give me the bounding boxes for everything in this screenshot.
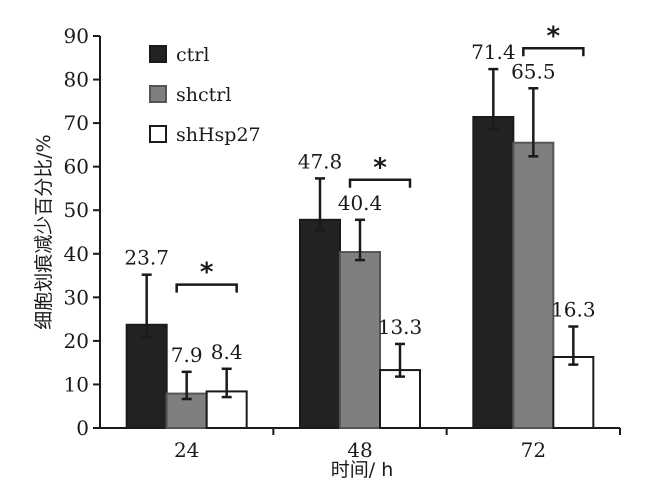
bar-shctrl-72 <box>512 141 555 429</box>
significance-bracket <box>522 47 585 57</box>
bars <box>125 67 595 430</box>
legend-swatch-ctrl <box>149 45 167 63</box>
bar-ctrl-72 <box>472 116 515 429</box>
legend-swatch-shHsp27 <box>149 125 167 143</box>
data-label-shHsp27-72: 16.3 <box>551 298 596 322</box>
y-tick-label: 60 <box>64 155 89 179</box>
legend-label-shHsp27: shHsp27 <box>176 124 261 146</box>
significance-star: * <box>547 21 561 51</box>
y-tick-label: 0 <box>76 416 89 440</box>
bar-ctrl-48 <box>299 218 341 429</box>
data-label-ctrl-72: 71.4 <box>471 40 516 64</box>
y-tick-label: 50 <box>64 198 89 222</box>
y-tick-label: 10 <box>64 372 89 396</box>
axes: 0 10 20 30 40 50 60 70 80 90 24 48 72 <box>64 24 621 462</box>
significance-star: * <box>373 153 387 183</box>
x-tick-label: 72 <box>521 438 546 462</box>
significance-bracket <box>348 178 412 188</box>
bar-shctrl-48 <box>339 251 381 429</box>
x-tick-label: 24 <box>174 438 199 462</box>
y-tick-label: 40 <box>64 242 89 266</box>
data-label-shctrl-72: 65.5 <box>511 59 556 83</box>
data-label-ctrl-24: 23.7 <box>124 246 169 270</box>
y-tick-label: 90 <box>64 24 89 48</box>
data-label-shHsp27-48: 13.3 <box>378 315 423 339</box>
y-axis-title: 细胞划痕减少百分比/% <box>33 134 55 329</box>
y-tick-label: 70 <box>64 111 89 135</box>
data-labels: 23.7 7.9 8.4 47.8 40.4 13.3 71.465.5 16.3 <box>124 40 595 367</box>
bar-shHsp27-48 <box>379 369 421 429</box>
y-tick-label: 30 <box>64 285 89 309</box>
y-tick-label: 20 <box>64 329 89 353</box>
bar-shHsp27-72 <box>552 356 595 430</box>
data-label-shctrl-24: 7.9 <box>171 343 203 367</box>
legend-swatch-shctrl <box>149 85 167 103</box>
x-axis-title: 时间/ h <box>331 459 393 481</box>
x-tick-label: 48 <box>347 438 372 462</box>
data-label-shctrl-48: 40.4 <box>338 191 383 215</box>
data-label-shHsp27-24: 8.4 <box>211 340 243 364</box>
significance-markers: * * * <box>175 21 585 293</box>
data-label-ctrl-48: 47.8 <box>298 149 343 173</box>
significance-bracket <box>175 283 238 293</box>
legend: ctrl shctrl shHsp27 <box>149 44 261 146</box>
y-tick-label: 80 <box>64 68 89 92</box>
legend-label-shctrl: shctrl <box>176 84 231 106</box>
significance-star: * <box>200 258 214 288</box>
bar-ctrl-24 <box>125 323 168 430</box>
legend-label-ctrl: ctrl <box>176 44 209 66</box>
